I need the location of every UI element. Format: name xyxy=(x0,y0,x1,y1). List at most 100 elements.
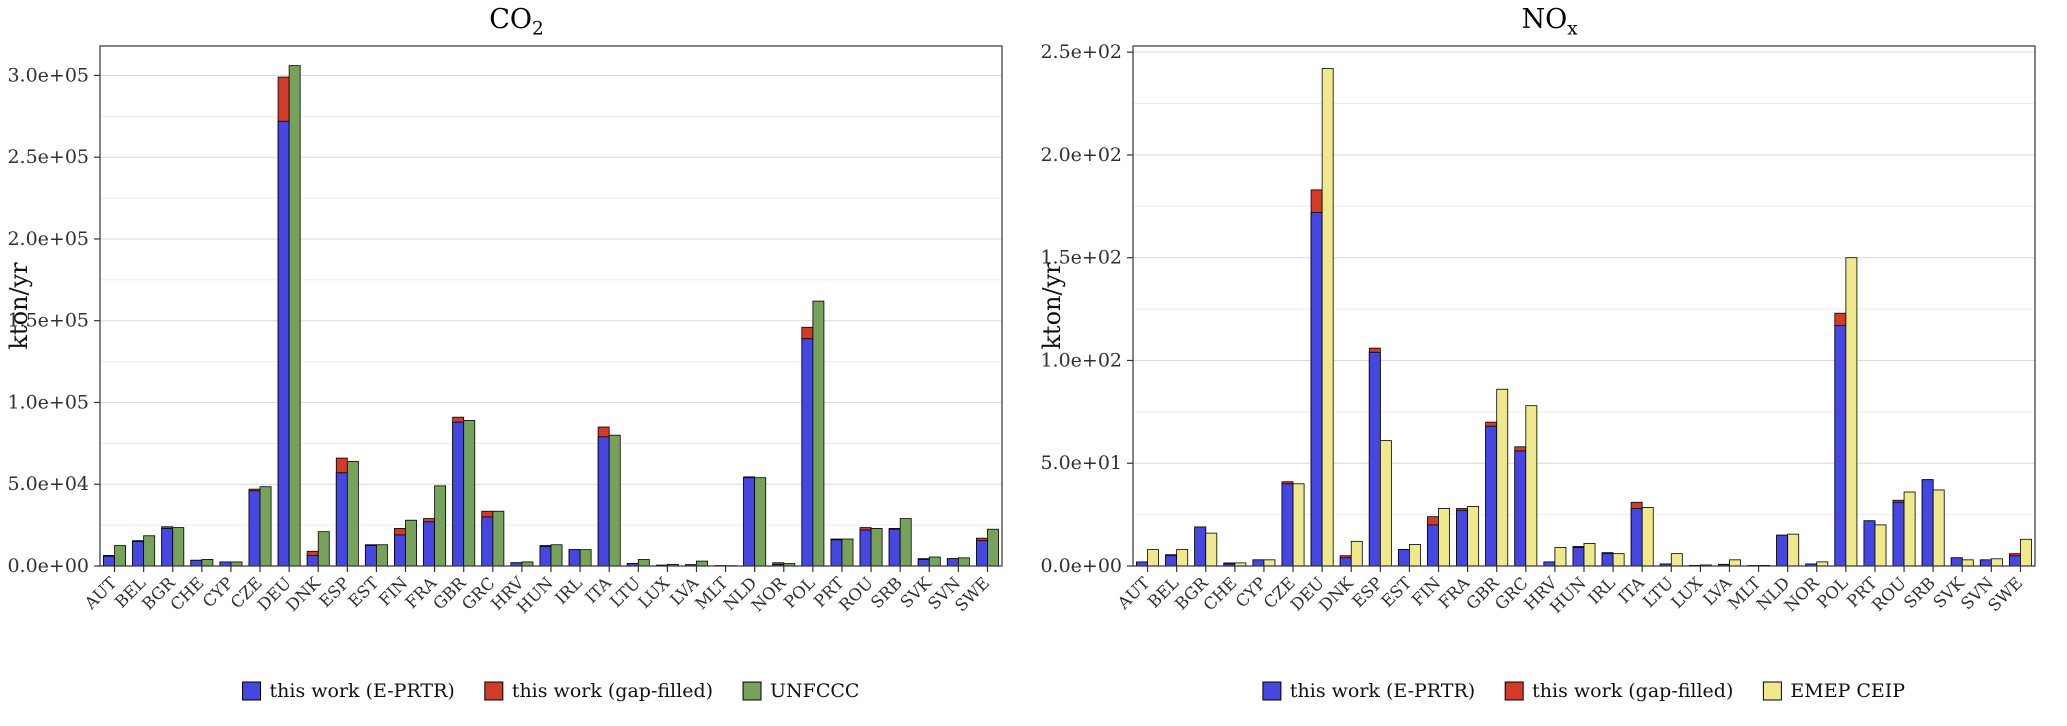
co2-chart-svg: 0.0e+00 5.0e+04 1.0e+05 1.5e+05 2.0e+05 2.5e+… xyxy=(5,45,1003,702)
y-axis: 0.0e+00 5.0e+04 1.0e+05 1.5e+05 2.0e+05 2.5e+… xyxy=(7,64,100,577)
y-tick-label: 1.5e+05 xyxy=(7,310,89,332)
bar-eprtr-DNK xyxy=(1339,557,1352,567)
x-axis: AUTBELBGRCHECYPCZEDEUDNKESPESTFINFRAGBRG… xyxy=(80,566,993,617)
legend-swatch-eprtr xyxy=(1262,681,1282,701)
bar-eprtr-SRB xyxy=(888,528,901,567)
bar-eprtr-ESP xyxy=(335,472,348,567)
bar-eprtr-FRA xyxy=(1456,510,1469,567)
x-tick-label-LTU: LTU xyxy=(1639,573,1677,611)
bar-reference-ITA xyxy=(608,434,621,567)
bar-reference-LTU xyxy=(637,559,650,567)
bar-eprtr-SRB xyxy=(1921,479,1934,567)
bar-eprtr-EST xyxy=(364,545,377,567)
x-tick-label-SWE: SWE xyxy=(1984,573,2026,615)
y-tick-label: 2.5e+05 xyxy=(7,146,89,168)
bar-eprtr-POL xyxy=(1834,325,1847,567)
bar-eprtr-CZE xyxy=(248,490,261,567)
x-tick-label-POL: POL xyxy=(1813,573,1852,612)
gridlines xyxy=(100,74,1002,567)
bar-reference-PRT xyxy=(841,538,854,567)
legend-label-eprtr: this work (E-PRTR) xyxy=(270,680,455,702)
legend: this work (E-PRTR) this work (gap-filled)… xyxy=(1262,680,1905,702)
bar-eprtr-FIN xyxy=(394,534,406,567)
y-tick-label: 3.0e+05 xyxy=(7,64,89,86)
x-tick-label-EST: EST xyxy=(345,573,383,611)
bar-eprtr-HUN xyxy=(1572,547,1585,567)
bar-eprtr-DEU xyxy=(277,120,290,567)
bar-eprtr-BEL xyxy=(1165,555,1178,567)
bar-reference-CHE xyxy=(201,559,214,567)
bar-reference-POL xyxy=(812,300,825,567)
legend-swatch-eprtr xyxy=(242,681,262,701)
bar-eprtr-FIN xyxy=(1427,524,1439,567)
bar-eprtr-PRT xyxy=(1863,520,1876,567)
bar-eprtr-ROU xyxy=(1892,501,1905,567)
bars-group xyxy=(1136,68,2032,567)
bar-eprtr-SVK xyxy=(917,559,930,567)
bar-reference-GBR xyxy=(463,420,476,567)
bar-eprtr-DEU xyxy=(1310,212,1323,567)
bar-eprtr-GBR xyxy=(1485,425,1498,567)
y-axis-title: kton/yr xyxy=(5,262,33,350)
bar-reference-IRL xyxy=(579,549,592,567)
x-tick-label-CYP: CYP xyxy=(199,573,237,611)
gridlines xyxy=(1133,51,2035,567)
bar-eprtr-POL xyxy=(801,338,814,567)
bar-reference-NOR xyxy=(1816,561,1829,567)
bar-reference-DEU xyxy=(1321,68,1334,567)
x-tick-label-LTU: LTU xyxy=(606,573,644,611)
bar-reference-ROU xyxy=(870,527,883,567)
bar-eprtr-NLD xyxy=(1776,534,1789,567)
bar-reference-HUN xyxy=(1583,542,1596,567)
y-tick-label: 2.5e+02 xyxy=(1040,41,1122,63)
bar-reference-SVK xyxy=(1961,559,1974,567)
x-axis: AUTBELBGRCHECYPCZEDEUDNKESPESTFINFRAGBRG… xyxy=(1113,566,2026,617)
bar-eprtr-ESP xyxy=(1368,351,1381,567)
bar-reference-FRA xyxy=(1467,505,1480,567)
x-tick-label-SRB: SRB xyxy=(1900,573,1939,612)
bar-reference-LTU xyxy=(1670,553,1683,567)
y-tick-label: 0.0e+00 xyxy=(1040,555,1122,577)
bar-reference-SVN xyxy=(957,557,970,567)
legend-swatch-ref xyxy=(1762,681,1782,701)
bar-reference-FRA xyxy=(434,485,447,567)
legend-label-ref: UNFCCC xyxy=(770,680,859,702)
x-tick-label-LUX: LUX xyxy=(635,573,674,612)
bar-eprtr-SWE xyxy=(975,540,988,567)
x-tick-label-POL: POL xyxy=(780,573,819,612)
bar-eprtr-SWE xyxy=(2008,555,2021,567)
x-tick-label-GRC: GRC xyxy=(458,573,498,613)
x-tick-label-SWE: SWE xyxy=(951,573,993,615)
bar-reference-AUT xyxy=(114,545,127,567)
bar-reference-DEU xyxy=(288,65,301,567)
bar-eprtr-PRT xyxy=(830,539,843,567)
bar-eprtr-BGR xyxy=(161,527,174,567)
bar-eprtr-CZE xyxy=(1281,483,1294,567)
bar-reference-DNK xyxy=(317,531,330,567)
legend-swatch-gap xyxy=(1504,681,1524,701)
legend-label-gap: this work (gap-filled) xyxy=(512,680,713,702)
bars-group xyxy=(103,65,999,567)
legend-swatch-ref xyxy=(742,681,762,701)
bar-eprtr-GBR xyxy=(452,421,465,567)
y-tick-label: 2.0e+02 xyxy=(1040,144,1122,166)
bar-eprtr-EST xyxy=(1397,549,1410,567)
bar-eprtr-AUT xyxy=(1136,561,1148,567)
y-tick-label: 1.5e+02 xyxy=(1040,247,1122,269)
bar-reference-CYP xyxy=(230,561,243,567)
bar-reference-EST xyxy=(1409,544,1421,567)
y-tick-label: 2.0e+05 xyxy=(7,228,89,250)
bar-eprtr-CYP xyxy=(1252,559,1265,567)
bar-eprtr-ITA xyxy=(1630,508,1643,567)
x-tick-label-AUT: AUT xyxy=(80,573,120,613)
legend-label-eprtr: this work (E-PRTR) xyxy=(1290,680,1475,702)
bar-eprtr-GRC xyxy=(481,516,494,567)
bar-eprtr-FRA xyxy=(423,521,436,567)
bar-eprtr-AUT xyxy=(103,555,115,567)
bar-eprtr-BGR xyxy=(1194,526,1207,567)
bar-reference-AUT xyxy=(1147,549,1160,567)
bar-reference-FIN xyxy=(405,519,417,567)
x-tick-label-CYP: CYP xyxy=(1232,573,1270,611)
plot-border xyxy=(99,45,1003,567)
